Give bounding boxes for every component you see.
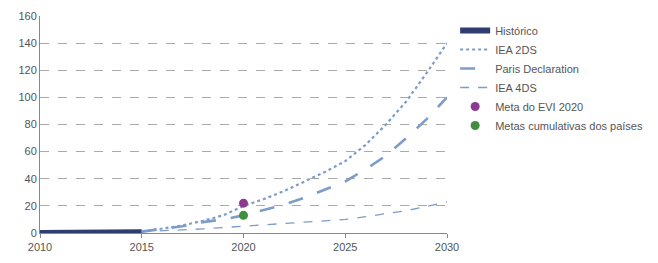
svg-text:140: 140 <box>18 37 36 49</box>
svg-text:Paris Declaration: Paris Declaration <box>495 63 579 75</box>
svg-text:2020: 2020 <box>231 241 255 253</box>
svg-text:2010: 2010 <box>28 241 52 253</box>
svg-text:IEA 2DS: IEA 2DS <box>495 44 537 56</box>
svg-text:160: 160 <box>18 10 36 22</box>
svg-text:2015: 2015 <box>130 241 154 253</box>
svg-text:0: 0 <box>31 227 37 239</box>
svg-text:Histórico: Histórico <box>495 25 538 37</box>
svg-text:120: 120 <box>18 64 36 76</box>
svg-text:IEA 4DS: IEA 4DS <box>495 82 537 94</box>
svg-text:20: 20 <box>25 200 37 212</box>
svg-text:100: 100 <box>18 91 36 103</box>
svg-text:80: 80 <box>25 118 37 130</box>
svg-text:Meta do EVI 2020: Meta do EVI 2020 <box>495 101 583 113</box>
svg-text:40: 40 <box>25 173 37 185</box>
svg-text:2030: 2030 <box>435 241 459 253</box>
svg-text:Metas cumulativas dos países: Metas cumulativas dos países <box>495 120 643 132</box>
svg-text:60: 60 <box>25 145 37 157</box>
svg-text:2025: 2025 <box>333 241 357 253</box>
